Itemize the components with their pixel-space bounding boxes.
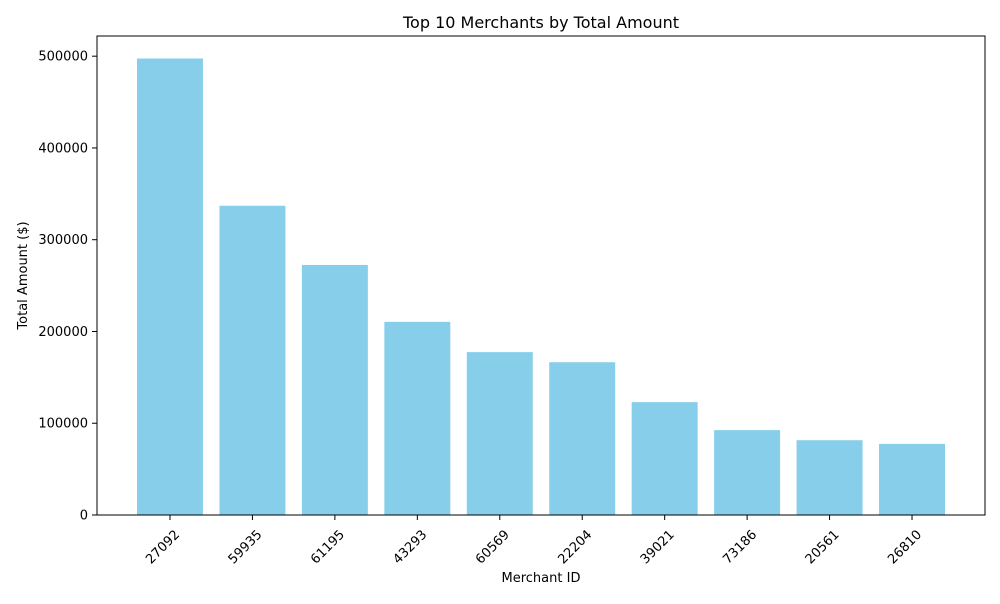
y-tick-label: 0 — [80, 509, 88, 524]
x-tick-label: 39021 — [638, 527, 678, 567]
y-axis: 0 100000 200000 300000 400000 500000 — [38, 50, 97, 524]
plot-frame — [96, 35, 986, 516]
x-axis-label: Merchant ID — [502, 571, 581, 586]
y-tick-label: 200000 — [38, 325, 88, 340]
y-tick-label: 400000 — [38, 141, 88, 156]
bar-59935 — [219, 205, 286, 515]
bar-20561 — [796, 440, 863, 515]
bar-26810 — [879, 443, 945, 515]
y-tick-label: 500000 — [38, 50, 88, 65]
x-tick-label: 43293 — [391, 527, 431, 567]
x-tick-label: 60569 — [473, 527, 513, 567]
bar-39021 — [631, 402, 698, 515]
chart-title: Top 10 Merchants by Total Amount — [402, 13, 679, 32]
y-tick-label: 100000 — [38, 417, 88, 432]
bar-61195 — [301, 264, 368, 515]
bar-43293 — [384, 321, 451, 515]
x-axis: 27092 59935 61195 43293 60569 22204 39021 73186… — [143, 515, 925, 567]
bar-60569 — [466, 352, 533, 515]
x-tick-label: 22204 — [555, 527, 595, 567]
x-tick-label: 26810 — [885, 527, 925, 567]
x-tick-label: 61195 — [308, 527, 348, 567]
x-tick-label: 73186 — [720, 527, 760, 567]
bar-22204 — [549, 362, 616, 515]
bars-group — [137, 58, 945, 515]
x-tick-label: 27092 — [143, 527, 183, 567]
bar-73186 — [714, 430, 781, 515]
bar-27092 — [137, 58, 203, 515]
x-tick-label: 59935 — [226, 527, 266, 567]
x-tick-label: 20561 — [803, 527, 843, 567]
y-tick-label: 300000 — [38, 233, 88, 248]
y-axis-label: Total Amount ($) — [16, 221, 31, 330]
